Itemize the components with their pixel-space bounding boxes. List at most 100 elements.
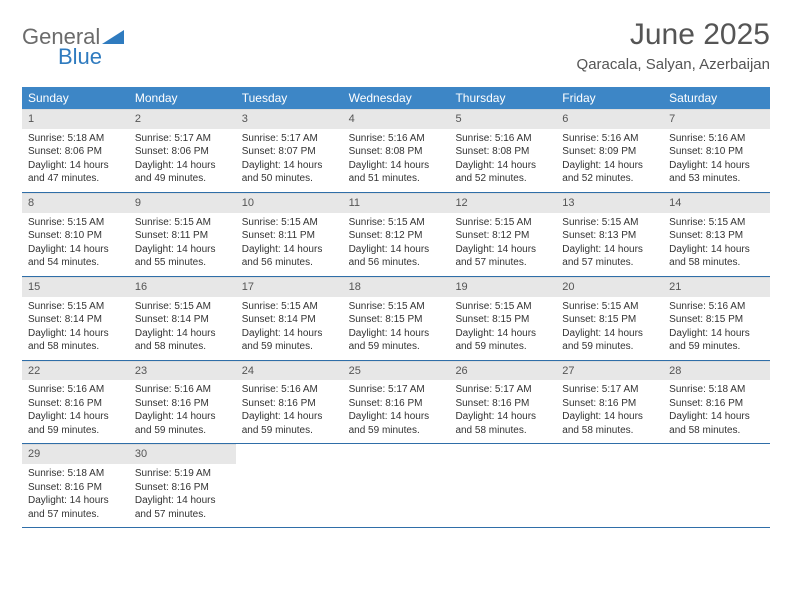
day-number: 15 <box>22 277 129 297</box>
day-cell: 21Sunrise: 5:16 AMSunset: 8:15 PMDayligh… <box>663 277 770 360</box>
daylight-line: Daylight: 14 hours and 55 minutes. <box>135 243 230 270</box>
sunset-line: Sunset: 8:10 PM <box>669 145 764 159</box>
day-number: 24 <box>236 361 343 381</box>
day-number: 18 <box>343 277 450 297</box>
day-number: 16 <box>129 277 236 297</box>
sunset-line: Sunset: 8:14 PM <box>242 313 337 327</box>
daylight-line: Daylight: 14 hours and 47 minutes. <box>28 159 123 186</box>
week-row: 8Sunrise: 5:15 AMSunset: 8:10 PMDaylight… <box>22 193 770 277</box>
day-body: Sunrise: 5:15 AMSunset: 8:12 PMDaylight:… <box>449 213 556 276</box>
daylight-line: Daylight: 14 hours and 52 minutes. <box>455 159 550 186</box>
day-body: Sunrise: 5:15 AMSunset: 8:15 PMDaylight:… <box>556 297 663 360</box>
day-number: 9 <box>129 193 236 213</box>
daylight-line: Daylight: 14 hours and 56 minutes. <box>242 243 337 270</box>
sunset-line: Sunset: 8:16 PM <box>28 481 123 495</box>
sunset-line: Sunset: 8:14 PM <box>135 313 230 327</box>
sunset-line: Sunset: 8:15 PM <box>455 313 550 327</box>
sunrise-line: Sunrise: 5:15 AM <box>669 216 764 230</box>
day-number: 13 <box>556 193 663 213</box>
dow-sunday: Sunday <box>22 87 129 109</box>
sunset-line: Sunset: 8:06 PM <box>135 145 230 159</box>
day-cell: 15Sunrise: 5:15 AMSunset: 8:14 PMDayligh… <box>22 277 129 360</box>
day-cell <box>449 444 556 527</box>
sunrise-line: Sunrise: 5:17 AM <box>455 383 550 397</box>
daylight-line: Daylight: 14 hours and 58 minutes. <box>135 327 230 354</box>
day-number: 14 <box>663 193 770 213</box>
sunrise-line: Sunrise: 5:18 AM <box>669 383 764 397</box>
day-body: Sunrise: 5:17 AMSunset: 8:06 PMDaylight:… <box>129 129 236 192</box>
sunrise-line: Sunrise: 5:15 AM <box>135 300 230 314</box>
day-cell: 17Sunrise: 5:15 AMSunset: 8:14 PMDayligh… <box>236 277 343 360</box>
sunset-line: Sunset: 8:07 PM <box>242 145 337 159</box>
day-number: 10 <box>236 193 343 213</box>
sunrise-line: Sunrise: 5:18 AM <box>28 132 123 146</box>
sunset-line: Sunset: 8:16 PM <box>455 397 550 411</box>
sunset-line: Sunset: 8:13 PM <box>562 229 657 243</box>
sunrise-line: Sunrise: 5:15 AM <box>455 216 550 230</box>
day-number: 19 <box>449 277 556 297</box>
day-body: Sunrise: 5:15 AMSunset: 8:15 PMDaylight:… <box>343 297 450 360</box>
sunset-line: Sunset: 8:16 PM <box>135 481 230 495</box>
sunrise-line: Sunrise: 5:17 AM <box>562 383 657 397</box>
day-cell: 16 Sunrise: 5:15 AMSunset: 8:14 PMDayligh… <box>129 277 236 360</box>
daylight-line: Daylight: 14 hours and 57 minutes. <box>455 243 550 270</box>
sunrise-line: Sunrise: 5:19 AM <box>135 467 230 481</box>
daylight-line: Daylight: 14 hours and 51 minutes. <box>349 159 444 186</box>
day-body: Sunrise: 5:17 AMSunset: 8:16 PMDaylight:… <box>449 380 556 443</box>
month-title: June 2025 <box>577 18 770 52</box>
sunset-line: Sunset: 8:11 PM <box>242 229 337 243</box>
daylight-line: Daylight: 14 hours and 59 minutes. <box>28 410 123 437</box>
day-number-empty <box>449 444 556 464</box>
sunset-line: Sunset: 8:16 PM <box>349 397 444 411</box>
sunrise-line: Sunrise: 5:17 AM <box>135 132 230 146</box>
day-cell: 23Sunrise: 5:16 AMSunset: 8:16 PMDayligh… <box>129 361 236 444</box>
sunrise-line: Sunrise: 5:16 AM <box>669 132 764 146</box>
sunset-line: Sunset: 8:16 PM <box>669 397 764 411</box>
day-body: Sunrise: 5:15 AMSunset: 8:11 PMDaylight:… <box>129 213 236 276</box>
dow-friday: Friday <box>556 87 663 109</box>
day-cell: 5Sunrise: 5:16 AMSunset: 8:08 PMDaylight… <box>449 109 556 192</box>
day-body: Sunrise: 5:15 AMSunset: 8:14 PMDaylight:… <box>236 297 343 360</box>
day-body: Sunrise: 5:15 AMSunset: 8:14 PMDaylight:… <box>22 297 129 360</box>
daylight-line: Daylight: 14 hours and 59 minutes. <box>562 327 657 354</box>
day-number: 6 <box>556 109 663 129</box>
daylight-line: Daylight: 14 hours and 49 minutes. <box>135 159 230 186</box>
week-row: 15Sunrise: 5:15 AMSunset: 8:14 PMDayligh… <box>22 277 770 361</box>
day-body: Sunrise: 5:17 AMSunset: 8:07 PMDaylight:… <box>236 129 343 192</box>
sunset-line: Sunset: 8:15 PM <box>669 313 764 327</box>
sunrise-line: Sunrise: 5:15 AM <box>28 300 123 314</box>
daylight-line: Daylight: 14 hours and 59 minutes. <box>242 410 337 437</box>
sunrise-line: Sunrise: 5:18 AM <box>28 467 123 481</box>
sunrise-line: Sunrise: 5:15 AM <box>562 216 657 230</box>
daylight-line: Daylight: 14 hours and 50 minutes. <box>242 159 337 186</box>
day-cell: 18Sunrise: 5:15 AMSunset: 8:15 PMDayligh… <box>343 277 450 360</box>
sunrise-line: Sunrise: 5:16 AM <box>669 300 764 314</box>
day-cell <box>343 444 450 527</box>
sunset-line: Sunset: 8:13 PM <box>669 229 764 243</box>
week-row: 29Sunrise: 5:18 AMSunset: 8:16 PMDayligh… <box>22 444 770 528</box>
day-number: 23 <box>129 361 236 381</box>
day-number: 12 <box>449 193 556 213</box>
dow-thursday: Thursday <box>449 87 556 109</box>
day-cell: 14Sunrise: 5:15 AMSunset: 8:13 PMDayligh… <box>663 193 770 276</box>
day-number: 8 <box>22 193 129 213</box>
day-cell: 3Sunrise: 5:17 AMSunset: 8:07 PMDaylight… <box>236 109 343 192</box>
day-body: Sunrise: 5:15 AMSunset: 8:10 PMDaylight:… <box>22 213 129 276</box>
daylight-line: Daylight: 14 hours and 59 minutes. <box>242 327 337 354</box>
day-number: 17 <box>236 277 343 297</box>
dow-row: Sunday Monday Tuesday Wednesday Thursday… <box>22 87 770 109</box>
day-body: Sunrise: 5:16 AMSunset: 8:08 PMDaylight:… <box>343 129 450 192</box>
day-cell: 28Sunrise: 5:18 AMSunset: 8:16 PMDayligh… <box>663 361 770 444</box>
sunrise-line: Sunrise: 5:15 AM <box>349 216 444 230</box>
day-number: 21 <box>663 277 770 297</box>
day-number: 2 <box>129 109 236 129</box>
sunset-line: Sunset: 8:16 PM <box>135 397 230 411</box>
dow-tuesday: Tuesday <box>236 87 343 109</box>
day-number-empty <box>343 444 450 464</box>
daylight-line: Daylight: 14 hours and 58 minutes. <box>455 410 550 437</box>
sunset-line: Sunset: 8:16 PM <box>242 397 337 411</box>
sunset-line: Sunset: 8:16 PM <box>28 397 123 411</box>
day-number-empty <box>663 444 770 464</box>
day-number: 4 <box>343 109 450 129</box>
day-number: 7 <box>663 109 770 129</box>
